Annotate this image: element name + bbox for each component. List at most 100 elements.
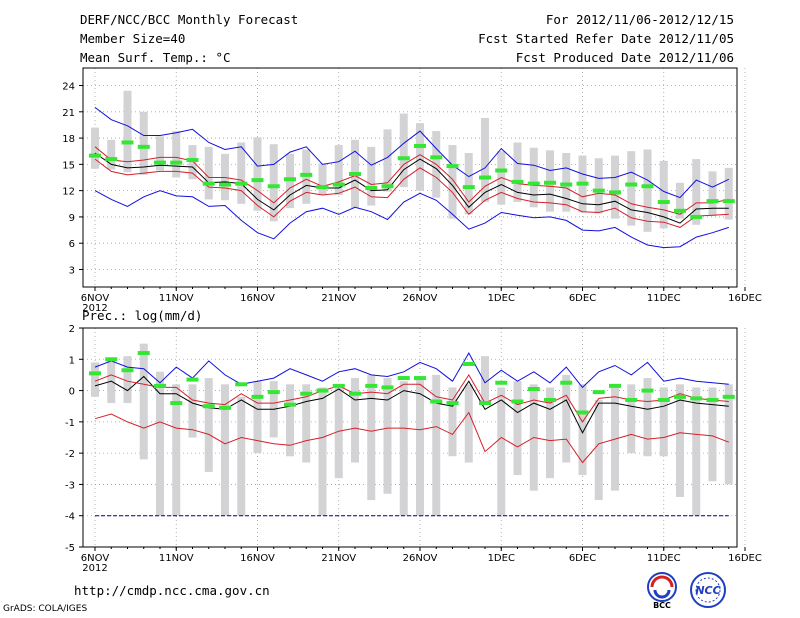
chart1-control-marker	[560, 182, 573, 187]
chart2-range-bar	[286, 384, 294, 457]
chart1-range-bar	[188, 145, 197, 180]
grads-credit: GrADS: COLA/IGES	[3, 604, 88, 614]
chart2-control-marker	[105, 357, 118, 362]
chart2-range-bar	[123, 356, 132, 404]
chart2-range-bar	[724, 384, 733, 485]
chart2-control-marker	[186, 377, 199, 382]
chart1-control-marker	[609, 190, 621, 195]
chart1-control-marker	[690, 214, 703, 219]
chart2-y-tick-label: 0	[69, 387, 75, 398]
chart2-control-marker	[251, 394, 264, 399]
chart1-range-bar	[139, 111, 148, 175]
chart1-control-marker	[121, 140, 134, 145]
chart1-control-marker	[202, 181, 215, 186]
chart2-control-marker	[154, 383, 166, 388]
chart2-range-bar	[692, 387, 701, 516]
chart2-range-bar	[172, 384, 181, 516]
chart2-range-bar	[448, 387, 457, 457]
chart1-control-marker	[625, 182, 638, 187]
chart1-control-marker	[381, 184, 394, 189]
chart2-y-tick-label: -5	[65, 543, 75, 554]
chart2-y-tick-label: -1	[65, 418, 75, 429]
chart2-control-marker	[511, 399, 524, 404]
chart1-y-tick-label: 24	[62, 82, 75, 93]
chart1-range-bar	[367, 146, 376, 206]
chart1-range-bar	[172, 131, 181, 178]
chart1-range-bar	[237, 142, 246, 204]
chart1-control-marker	[527, 181, 540, 186]
chart2-frame	[82, 327, 738, 548]
chart1-range-bar	[676, 182, 684, 219]
chart2-control-marker	[722, 394, 735, 399]
chart2-range-bar	[611, 384, 619, 491]
forecast-period: For 2012/11/06-2012/12/15	[545, 12, 734, 27]
chart2-range-bar	[188, 384, 197, 438]
chart1-control-marker	[137, 144, 150, 149]
footer-url[interactable]: http://cmdp.ncc.cma.gov.cn	[74, 583, 270, 598]
chart1-range-bar	[334, 145, 343, 196]
chart1-control-marker	[674, 208, 686, 213]
chart1-control-marker	[592, 188, 605, 193]
chart2-control-marker	[706, 397, 719, 402]
chart2-range-bar	[367, 374, 376, 501]
chart1-control-marker	[479, 175, 491, 180]
chart1-frame	[82, 67, 738, 288]
chart2-control-marker	[495, 380, 508, 385]
chart2-control-marker	[284, 402, 296, 407]
chart2-control-marker	[544, 397, 556, 402]
chart1-range-bar	[643, 149, 652, 232]
chart1-control-marker	[641, 184, 654, 189]
chart2-control-marker	[592, 390, 605, 395]
chart2-control-marker	[267, 390, 280, 395]
chart2-series-upper-ensemble	[94, 373, 729, 423]
bcc-logo: BCC	[647, 572, 677, 610]
chart1-range-bar	[464, 152, 473, 215]
variable-label: Mean Surf. Temp.: °C	[80, 50, 231, 65]
chart1-control-marker	[446, 164, 459, 169]
chart1-series-lower-ensemble	[94, 158, 729, 228]
chart1-control-marker	[576, 181, 589, 186]
chart1-range-bar	[611, 155, 619, 219]
chart1-y-tick-label: 18	[62, 134, 75, 145]
chart2-range-bar	[432, 374, 441, 516]
chart1-control-marker	[544, 180, 556, 185]
chart2-range-bar	[221, 384, 229, 516]
chart1-y-tick-label: 3	[69, 265, 75, 276]
chart2-control-marker	[397, 376, 410, 381]
chart2-y-tick-label: 1	[69, 355, 75, 366]
chart2-y-tick-label: 2	[69, 324, 75, 335]
produced-date: Fcst Produced Date 2012/11/06	[515, 50, 734, 65]
chart2-range-bar	[659, 387, 668, 457]
chart1-control-marker	[657, 200, 670, 205]
chart2-range-bar	[253, 381, 262, 454]
chart1-y-tick-label: 6	[69, 239, 75, 250]
chart1-control-marker	[349, 171, 361, 176]
chart2-x-tick-label: 26NOV	[403, 553, 438, 564]
chart2-range-bar	[562, 374, 571, 463]
chart1-range-bar	[481, 117, 489, 203]
chart2-control-marker	[170, 401, 183, 406]
chart2-range-bar	[91, 362, 99, 397]
chart2-control-marker	[89, 371, 101, 376]
chart2-range-bar	[708, 387, 717, 482]
chart1-range-bar	[448, 145, 457, 219]
chart1-y-tick-label: 21	[62, 108, 75, 119]
chart2-range-bar	[481, 356, 489, 404]
chart2-control-marker	[576, 410, 589, 415]
chart2-control-marker	[625, 397, 638, 402]
chart2-control-marker	[219, 405, 231, 410]
chart2-range-bar	[416, 378, 424, 516]
chart1-range-bar	[594, 158, 603, 214]
chart1-range-bar	[659, 160, 668, 229]
chart2-range-bar	[156, 371, 164, 516]
chart2-control-marker	[690, 396, 703, 401]
chart1-range-bar	[383, 129, 392, 192]
chart2-control-marker	[349, 391, 361, 396]
started-date: Fcst Started Refer Date 2012/11/05	[478, 31, 734, 46]
chart1-control-marker	[495, 168, 508, 173]
chart1-y-tick-label: 9	[69, 213, 75, 224]
chart2-range-bar	[643, 378, 652, 457]
chart1-x-year-label: 2012	[82, 303, 107, 314]
chart1-series-lower-limit	[94, 190, 729, 249]
